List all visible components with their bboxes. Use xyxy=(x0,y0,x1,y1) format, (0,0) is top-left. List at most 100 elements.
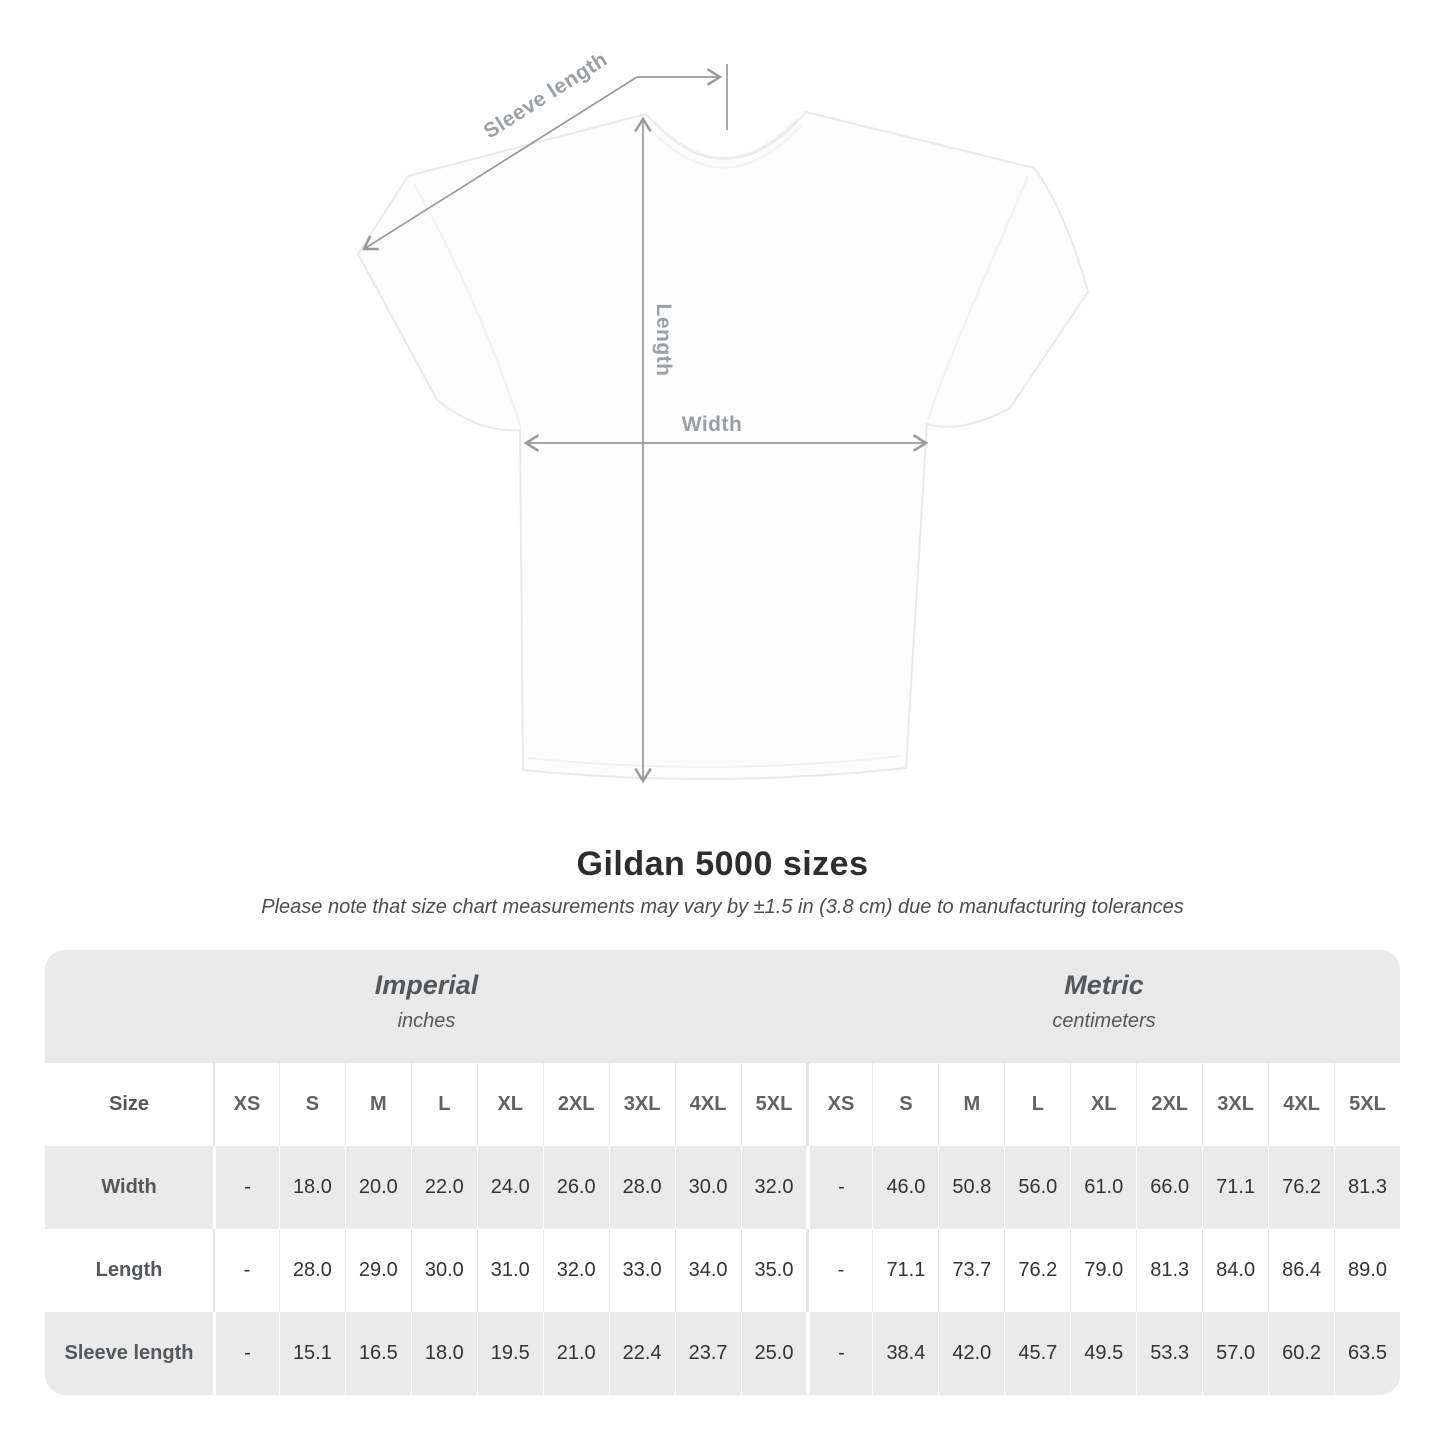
size-header-cell: 3XL xyxy=(608,1063,675,1146)
row-label: Sleeve length xyxy=(64,1342,194,1364)
imperial-unit: inches xyxy=(397,1010,456,1032)
metric-section-header: Metric centimeters xyxy=(808,950,1400,1063)
size-column-header: Size xyxy=(108,1093,150,1115)
table-cell: 28.0 xyxy=(278,1229,345,1312)
table-row-width: Width - 18.0 20.0 22.0 24.0 26.0 28.0 30… xyxy=(45,1146,1400,1229)
size-header-cell: 5XL xyxy=(740,1063,807,1146)
table-cell: 26.0 xyxy=(542,1146,609,1229)
table-cell: 35.0 xyxy=(740,1229,807,1312)
table-cell: 86.4 xyxy=(1268,1229,1334,1312)
table-cell: 22.4 xyxy=(608,1312,675,1395)
table-cell: 28.0 xyxy=(608,1146,675,1229)
table-cell: 21.0 xyxy=(542,1312,609,1395)
table-cell: 31.0 xyxy=(476,1229,543,1312)
table-cell: 23.7 xyxy=(674,1312,741,1395)
table-cell: 89.0 xyxy=(1334,1229,1400,1312)
table-cell: 20.0 xyxy=(344,1146,411,1229)
table-cell: 15.1 xyxy=(278,1312,345,1395)
table-cell: 45.7 xyxy=(1004,1312,1070,1395)
size-header-cell: 5XL xyxy=(1334,1063,1400,1146)
table-cell: 81.3 xyxy=(1136,1229,1202,1312)
size-header-cell: L xyxy=(410,1063,477,1146)
size-header-cell: XS xyxy=(806,1063,872,1146)
size-header-cell: M xyxy=(344,1063,411,1146)
table-cell: - xyxy=(806,1229,872,1312)
table-cell: 60.2 xyxy=(1268,1312,1334,1395)
title-block: Gildan 5000 sizes Please note that size … xyxy=(0,845,1445,919)
table-cell: 33.0 xyxy=(608,1229,675,1312)
right-sleeve-seam xyxy=(927,175,1029,421)
table-cell: 84.0 xyxy=(1202,1229,1268,1312)
table-cell: - xyxy=(213,1312,279,1395)
size-header-cell: M xyxy=(938,1063,1004,1146)
imperial-label: Imperial xyxy=(374,970,479,1000)
size-header-cell: 2XL xyxy=(542,1063,609,1146)
size-header-cell: 2XL xyxy=(1136,1063,1202,1146)
imperial-section-header: Imperial inches xyxy=(45,950,808,1063)
size-header-cell: XL xyxy=(1070,1063,1136,1146)
table-cell: 63.5 xyxy=(1334,1312,1400,1395)
table-cell: 30.0 xyxy=(674,1146,741,1229)
measurement-arrows xyxy=(362,64,929,784)
table-cell: 18.0 xyxy=(410,1312,477,1395)
collar-inner-line xyxy=(653,117,799,159)
size-header-cell: 4XL xyxy=(674,1063,741,1146)
size-header-cell: S xyxy=(278,1063,345,1146)
table-cell: - xyxy=(213,1146,279,1229)
table-cell: 46.0 xyxy=(872,1146,938,1229)
size-header-cell: S xyxy=(872,1063,938,1146)
table-cell: 81.3 xyxy=(1334,1146,1400,1229)
table-cell: 66.0 xyxy=(1136,1146,1202,1229)
size-table: Imperial inches Metric centimeters Size … xyxy=(45,950,1400,1395)
tolerance-note: Please note that size chart measurements… xyxy=(261,896,1184,918)
table-cell: 71.1 xyxy=(872,1229,938,1312)
size-header-row: Size XS S M L XL 2XL 3XL 4XL 5XL XS S M … xyxy=(45,1063,1400,1146)
row-label: Length xyxy=(95,1259,163,1281)
table-cell: 76.2 xyxy=(1004,1229,1070,1312)
size-header-cell: 4XL xyxy=(1268,1063,1334,1146)
table-cell: 50.8 xyxy=(938,1146,1004,1229)
table-cell: 57.0 xyxy=(1202,1312,1268,1395)
table-cell: 49.5 xyxy=(1070,1312,1136,1395)
sleeve-length-arrow xyxy=(362,76,638,251)
table-cell: 53.3 xyxy=(1136,1312,1202,1395)
size-header-cell: XL xyxy=(476,1063,543,1146)
table-cell: 38.4 xyxy=(872,1312,938,1395)
table-cell: 42.0 xyxy=(938,1312,1004,1395)
table-cell: 32.0 xyxy=(542,1229,609,1312)
table-cell: 61.0 xyxy=(1070,1146,1136,1229)
collar-stitch-line xyxy=(650,125,802,169)
table-row-length: Length - 28.0 29.0 30.0 31.0 32.0 33.0 3… xyxy=(45,1229,1400,1312)
table-cell: - xyxy=(806,1146,872,1229)
table-cell: 19.5 xyxy=(476,1312,543,1395)
table-cell: 18.0 xyxy=(278,1146,345,1229)
table-cell: 71.1 xyxy=(1202,1146,1268,1229)
left-sleeve-seam xyxy=(413,183,522,429)
table-cell: - xyxy=(806,1312,872,1395)
table-cell: 22.0 xyxy=(410,1146,477,1229)
table-cell: 16.5 xyxy=(344,1312,411,1395)
table-cell: 30.0 xyxy=(410,1229,477,1312)
tshirt-diagram-svg xyxy=(356,64,1090,784)
tshirt-graphic xyxy=(356,110,1090,780)
table-cell: 76.2 xyxy=(1268,1146,1334,1229)
size-header-cell: L xyxy=(1004,1063,1070,1146)
length-label: Length xyxy=(652,303,675,377)
metric-label: Metric xyxy=(1064,970,1144,1000)
size-header-cell: XS xyxy=(213,1063,279,1146)
table-cell: 24.0 xyxy=(476,1146,543,1229)
width-label: Width xyxy=(681,413,743,436)
row-label: Width xyxy=(101,1176,157,1198)
table-cell: 56.0 xyxy=(1004,1146,1070,1229)
table-cell: 73.7 xyxy=(938,1229,1004,1312)
size-header-cell: 3XL xyxy=(1202,1063,1268,1146)
table-cell: 32.0 xyxy=(740,1146,807,1229)
hem-stitch-line xyxy=(527,755,902,768)
table-row-sleeve-length: Sleeve length - 15.1 16.5 18.0 19.5 21.0… xyxy=(45,1312,1400,1395)
table-cell: 25.0 xyxy=(740,1312,807,1395)
tshirt-measurement-diagram: Sleeve length Length Width xyxy=(356,48,1090,784)
table-cell: - xyxy=(213,1229,279,1312)
table-cell: 79.0 xyxy=(1070,1229,1136,1312)
table-cell: 29.0 xyxy=(344,1229,411,1312)
metric-unit: centimeters xyxy=(1052,1010,1156,1032)
